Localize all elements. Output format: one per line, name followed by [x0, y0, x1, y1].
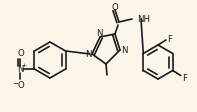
- Text: −: −: [12, 80, 18, 86]
- Text: N: N: [85, 50, 91, 59]
- Text: O: O: [17, 49, 24, 58]
- Text: N: N: [17, 65, 24, 74]
- Text: O: O: [17, 81, 24, 90]
- Text: F: F: [182, 73, 187, 82]
- Text: +: +: [21, 62, 27, 67]
- Text: O: O: [112, 2, 118, 11]
- Text: N: N: [121, 46, 127, 55]
- Text: F: F: [167, 34, 173, 43]
- Text: N: N: [96, 29, 102, 38]
- Text: NH: NH: [137, 14, 150, 23]
